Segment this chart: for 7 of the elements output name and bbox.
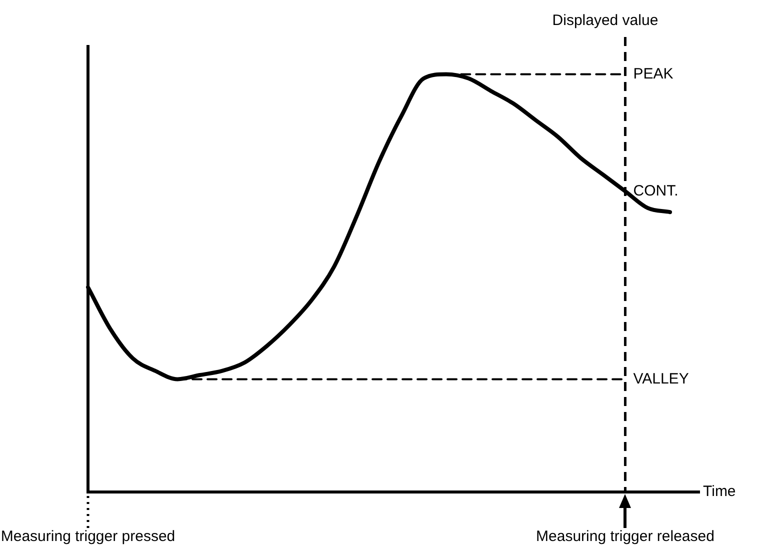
ref-line-label: Displayed value [552,12,658,30]
series-label: PEAK [633,65,674,82]
annotation: CONT. [633,182,678,200]
x-tick-label: Measuring trigger released [536,528,714,546]
series-label: VALLEY [633,370,689,388]
x-tick-label: Measuring trigger pressed [0,528,176,546]
x-axis-title: Time [703,483,736,500]
